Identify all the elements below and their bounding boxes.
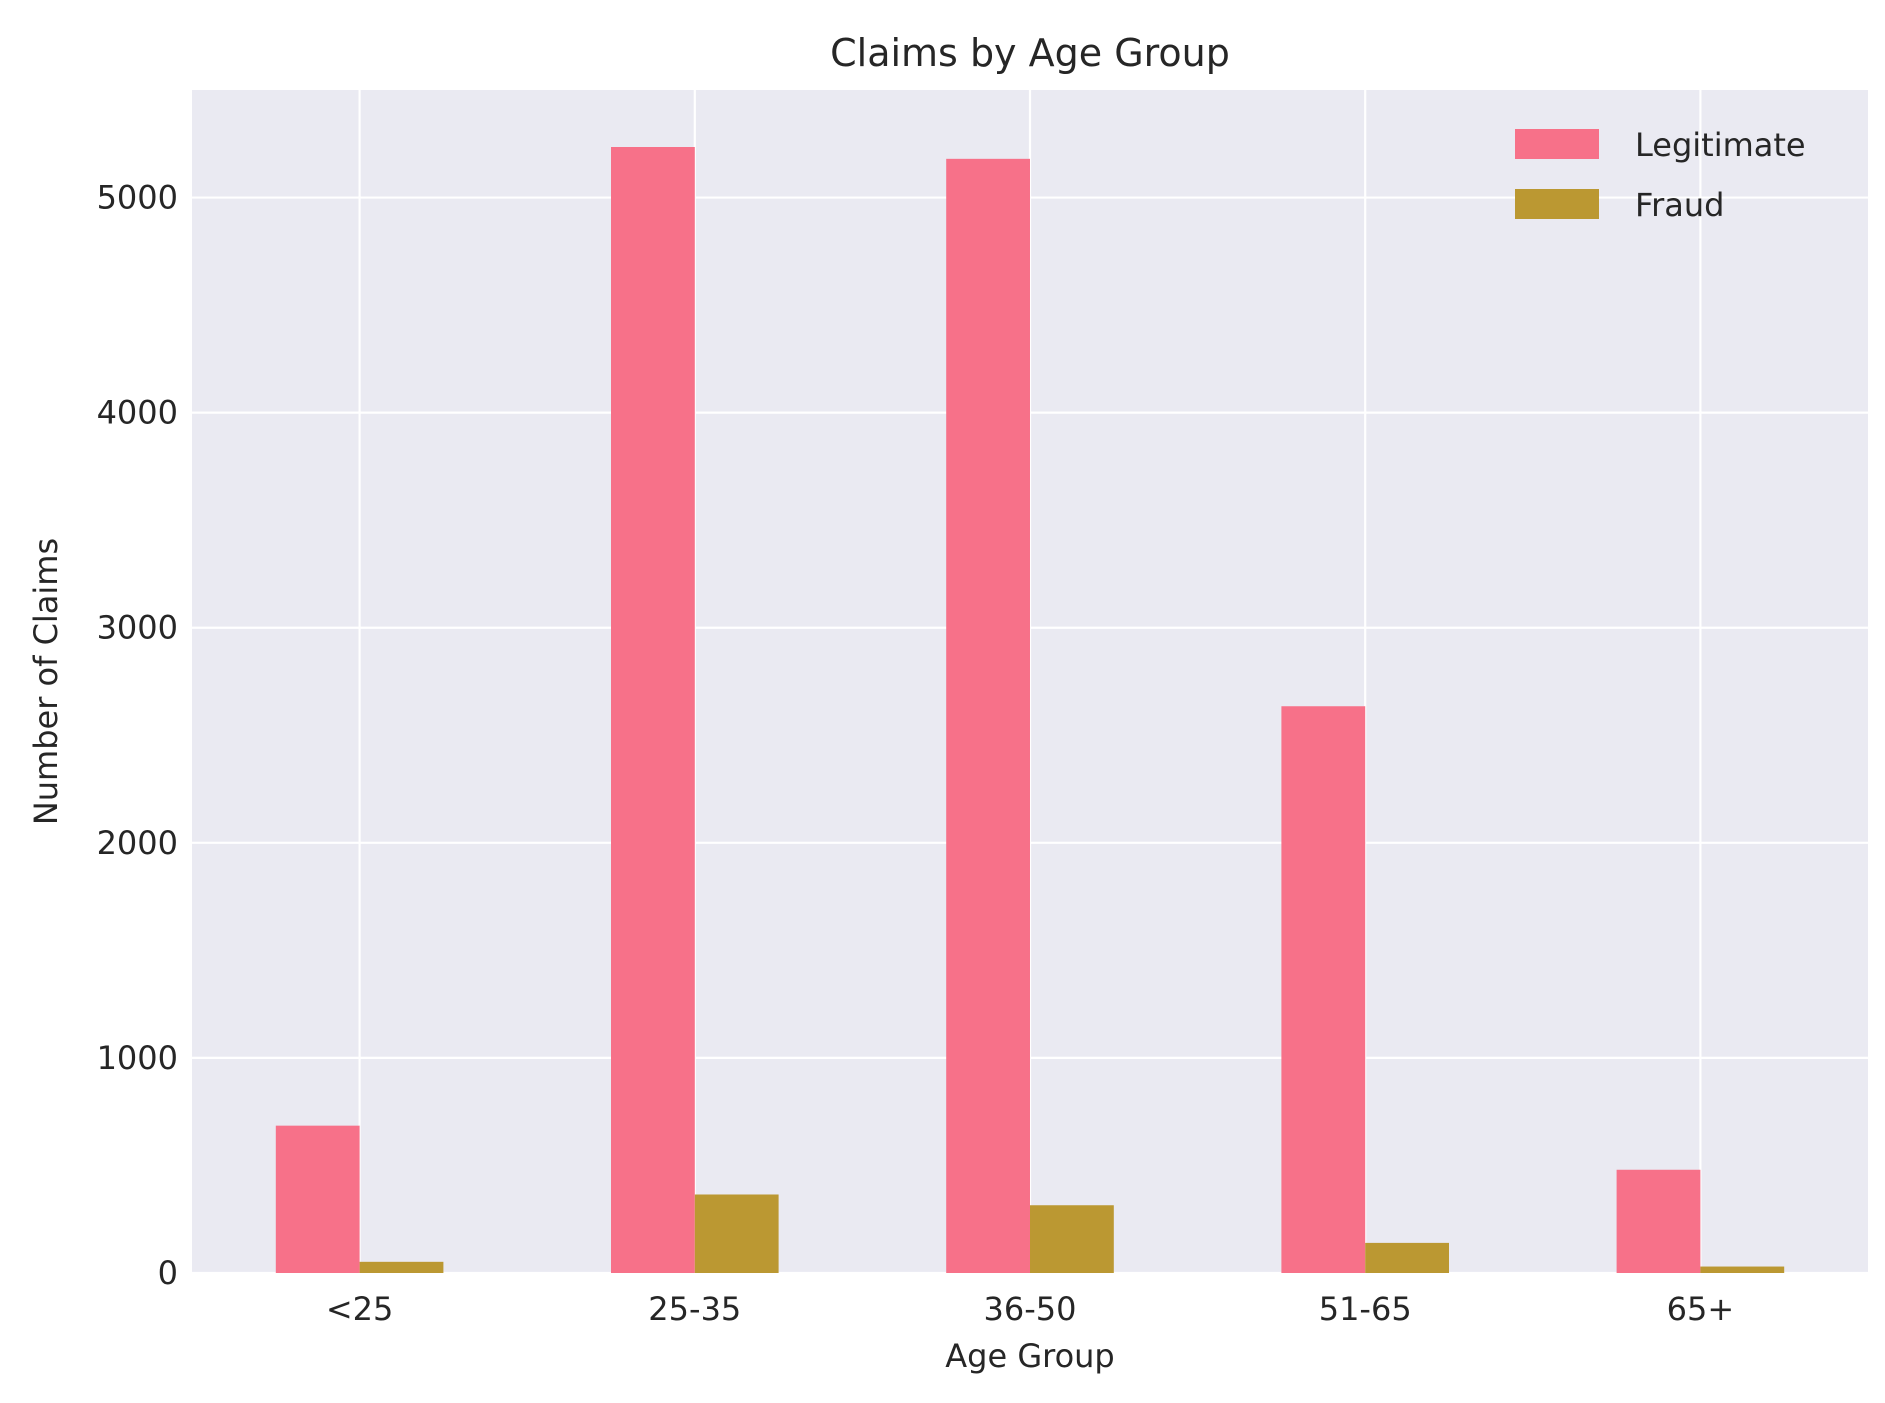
- bar-fraud-4: [1700, 1266, 1785, 1273]
- legend-label-legitimate: Legitimate: [1635, 126, 1806, 164]
- bar-legitimate-3: [1281, 706, 1366, 1273]
- y-tick-label: 3000: [97, 609, 178, 647]
- x-tick-label: <25: [326, 1290, 394, 1328]
- bar-legitimate-2: [946, 158, 1030, 1273]
- chart-title: Claims by Age Group: [830, 31, 1230, 75]
- bar-legitimate-1: [611, 146, 695, 1274]
- bar-fraud-1: [694, 1194, 779, 1273]
- y-tick-labels: 0 1000 2000 3000 4000 5000: [97, 179, 178, 1292]
- bar-legitimate-4: [1616, 1169, 1701, 1273]
- legend: Legitimate Fraud: [1515, 126, 1806, 224]
- x-tick-label: 36-50: [984, 1290, 1077, 1328]
- x-tick-labels: <25 25-35 36-50 51-65 65+: [326, 1290, 1734, 1328]
- y-tick-label: 2000: [97, 824, 178, 862]
- y-tick-label: 1000: [97, 1039, 178, 1077]
- bar-fraud-0: [359, 1261, 444, 1273]
- x-tick-label: 65+: [1667, 1290, 1735, 1328]
- bar-legitimate-0: [275, 1125, 360, 1273]
- legend-label-fraud: Fraud: [1635, 186, 1724, 224]
- x-tick-label: 25-35: [648, 1290, 741, 1328]
- bars: [275, 146, 1785, 1274]
- legend-swatch-legitimate: [1515, 129, 1599, 159]
- x-tick-label: 51-65: [1319, 1290, 1412, 1328]
- y-tick-label: 0: [158, 1254, 178, 1292]
- y-tick-label: 5000: [97, 179, 178, 217]
- y-tick-label: 4000: [97, 394, 178, 432]
- bar-fraud-2: [1030, 1205, 1114, 1273]
- y-axis-label: Number of Claims: [27, 538, 65, 825]
- x-axis-label: Age Group: [945, 1337, 1114, 1375]
- bar-fraud-3: [1365, 1242, 1449, 1273]
- legend-swatch-fraud: [1515, 189, 1599, 219]
